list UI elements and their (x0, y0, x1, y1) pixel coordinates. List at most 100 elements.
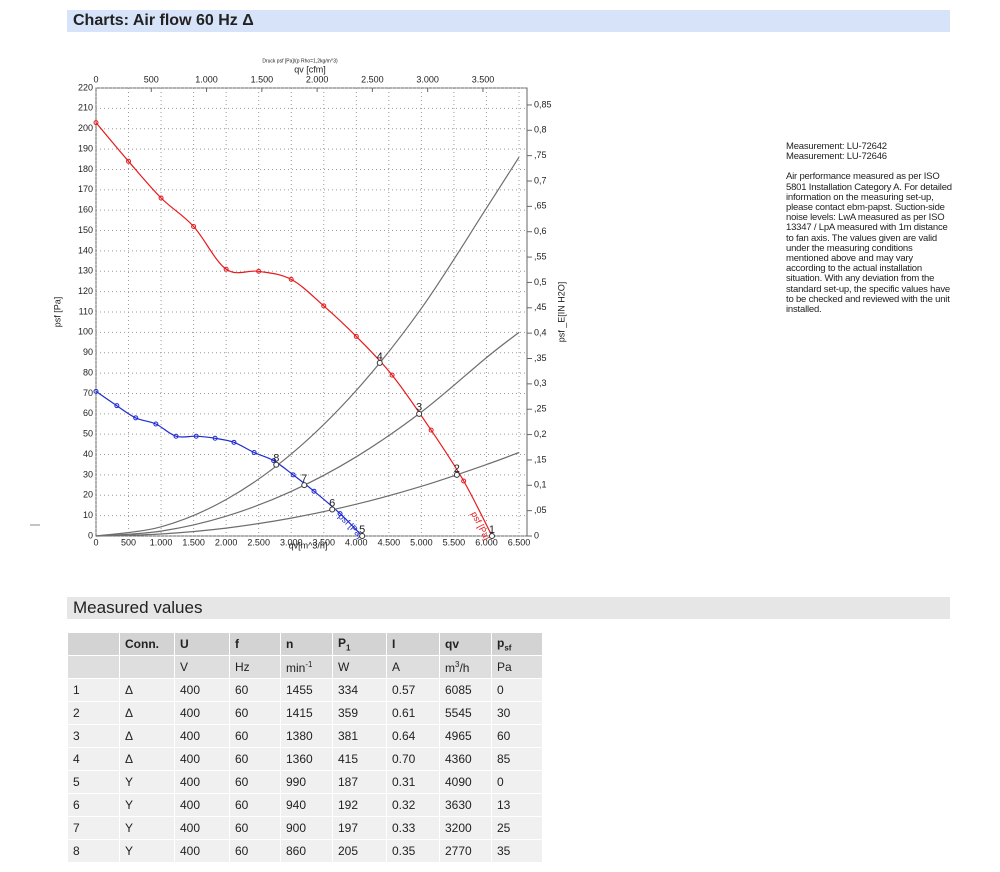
x2-tick-label: 3.000 (416, 74, 439, 84)
x-tick-label: 5.500 (443, 537, 466, 547)
y-tick-label: 110 (79, 306, 93, 316)
cell-text: V (180, 660, 189, 674)
x2-tick-label: 2.500 (361, 74, 384, 84)
cell-text: Hz (235, 660, 250, 674)
cell: 3200 (439, 816, 492, 840)
cell: 400 (174, 839, 230, 863)
cell-text: A (392, 660, 401, 674)
cell: 900 (280, 816, 333, 840)
cell: 0.61 (386, 701, 440, 725)
data-point (158, 195, 164, 201)
cell-text: Conn. (125, 637, 159, 651)
cell: 0.32 (386, 793, 440, 817)
data-point (133, 415, 139, 421)
y2-tick-label: 0,1 (534, 480, 547, 490)
data-point (288, 276, 294, 282)
cell: 0 (491, 770, 543, 794)
cell: 860 (280, 839, 333, 863)
series-line (95, 156, 520, 537)
header-title: Charts: Air flow 60 Hz Δ (73, 12, 254, 29)
cell: 3630 (439, 793, 492, 817)
cell: 400 (174, 770, 230, 794)
x-tick-label: 5.000 (410, 537, 433, 547)
cell: Δ (119, 678, 175, 702)
data-point (389, 372, 395, 378)
y-tick-label: 140 (78, 245, 93, 255)
operating-point-label: 4 (377, 351, 383, 363)
y2-tick-label: 0 (534, 530, 539, 540)
x-tick-label: 6.500 (508, 537, 531, 547)
cell: 60 (491, 724, 543, 748)
notes-text: Air performance measured as per ISO 5801… (786, 171, 952, 316)
cell: 192 (332, 793, 387, 817)
x-tick-label: 500 (121, 537, 136, 547)
unit-cell: m3/h (439, 655, 492, 679)
x-tick-label: 0 (93, 537, 98, 547)
cell-text: /h (459, 660, 470, 675)
series-line (95, 451, 520, 537)
x2-tick-label: 1.000 (195, 74, 218, 84)
data-point (337, 511, 343, 517)
data-point (93, 120, 99, 126)
cell-text: W (338, 660, 350, 674)
cell: 60 (229, 678, 281, 702)
y-tick-label: 50 (83, 429, 93, 439)
cell: 60 (229, 770, 281, 794)
cell: Y (119, 816, 175, 840)
data-row: 7 Y 400 60 900 197 0.33 3200 25 (67, 816, 543, 840)
series-line (95, 331, 520, 537)
header-cell: psf (491, 632, 543, 656)
cell: 2770 (439, 839, 492, 863)
cell: 25 (491, 816, 543, 840)
x2-tick-label: 3.500 (472, 74, 495, 84)
cell: 415 (332, 747, 387, 771)
cell-text: U (180, 637, 189, 651)
y2-axis-title: psf _E[IN H2O] (556, 282, 566, 343)
cell: 940 (280, 793, 333, 817)
x-tick-label: 4.500 (378, 537, 401, 547)
cell: Δ (119, 724, 175, 748)
unit-cell: min-1 (280, 655, 333, 679)
y-tick-label: 70 (83, 388, 93, 398)
data-row: 2 Δ 400 60 1415 359 0.61 5545 30 (67, 701, 543, 725)
y-tick-label: 180 (78, 164, 93, 174)
operating-point-label: 7 (301, 473, 307, 485)
cell: 1 (67, 678, 120, 702)
data-point (153, 421, 159, 427)
header-cell: Conn. (119, 632, 175, 656)
cell: 60 (229, 701, 281, 725)
header-cell: U (174, 632, 230, 656)
cell: 359 (332, 701, 387, 725)
cell: 4360 (439, 747, 492, 771)
data-row: 3 Δ 400 60 1380 381 0.64 4965 60 (67, 724, 543, 748)
cell: 35 (491, 839, 543, 863)
x-tick-label: 1.000 (150, 537, 173, 547)
header-cell: P1 (332, 632, 387, 656)
cell: 197 (332, 816, 387, 840)
y-tick-label: 80 (83, 367, 93, 377)
unit-cell: V (174, 655, 230, 679)
data-point (212, 435, 218, 441)
cell: Δ (119, 701, 175, 725)
cell: 60 (229, 793, 281, 817)
y-tick-label: 40 (83, 449, 93, 459)
operating-point-label: 8 (273, 453, 279, 465)
data-point (271, 458, 277, 464)
y2-tick-label: 0,2 (534, 429, 547, 439)
operating-point (359, 533, 366, 539)
measurement: Measurement: LU-72646 (786, 151, 887, 163)
data-row: 1 Δ 400 60 1455 334 0.57 6085 0 (67, 678, 543, 702)
cell-text: min (286, 660, 306, 675)
y-tick-label: 170 (78, 184, 93, 194)
cell: 400 (174, 678, 230, 702)
cell: 400 (174, 724, 230, 748)
x2-tick-label: 1.500 (251, 74, 274, 84)
cell: 0.35 (386, 839, 440, 863)
y-tick-label: 60 (83, 408, 93, 418)
operating-point-label: 5 (359, 524, 365, 536)
data-point (461, 478, 467, 484)
cell: Y (119, 793, 175, 817)
